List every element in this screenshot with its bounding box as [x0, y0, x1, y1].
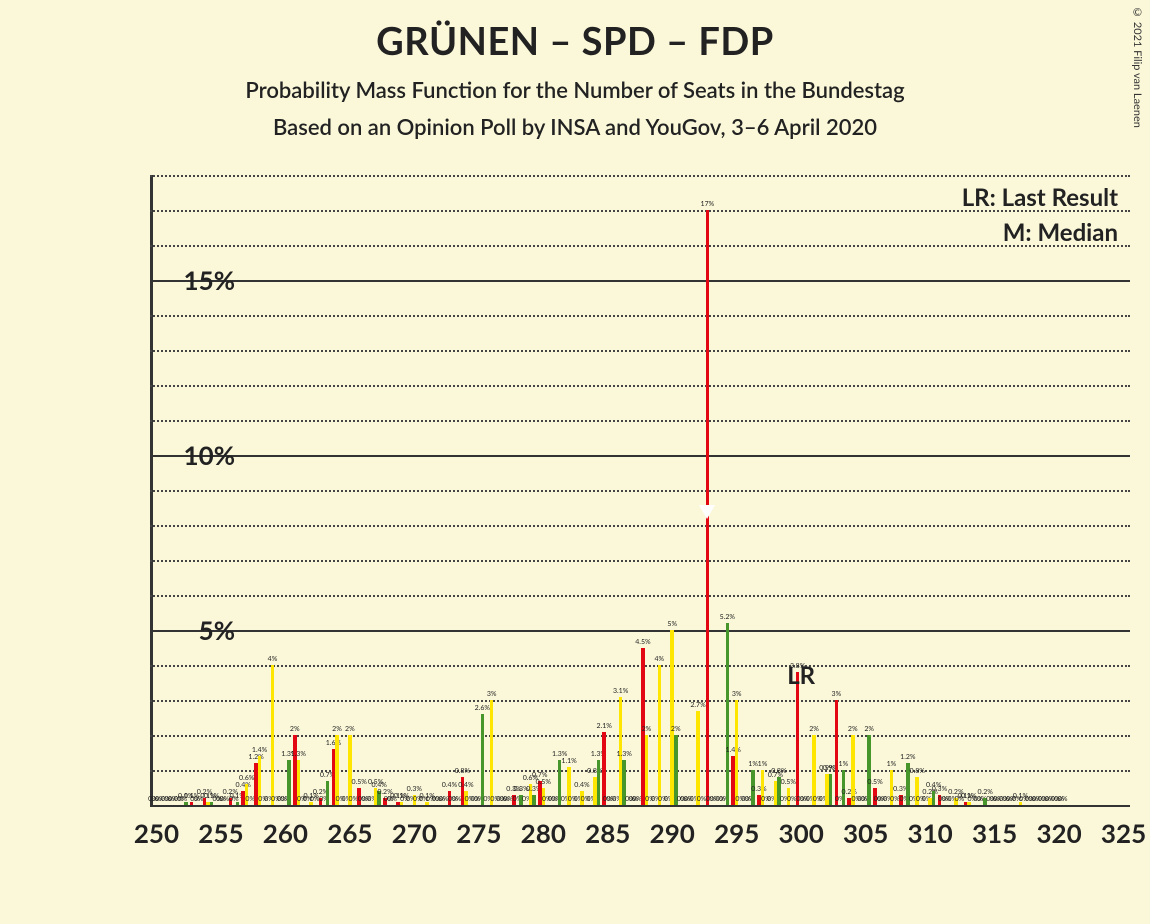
bar-value-label: 2.1% — [597, 722, 612, 730]
bar-value-label: 1.3% — [616, 750, 631, 758]
bar-value-label: 2% — [332, 725, 342, 733]
bar-value-label: 1.1% — [561, 757, 576, 765]
chart-titles: GRÜNEN – SPD – FDP Probability Mass Func… — [0, 0, 1150, 140]
bar-g — [532, 795, 536, 806]
bar-g — [726, 623, 730, 805]
x-tick-label: 275 — [456, 817, 501, 849]
bar-value-label: 1% — [839, 760, 849, 768]
bar-value-label: 1.4% — [725, 746, 740, 754]
bar-r — [602, 732, 606, 806]
x-tick-label: 260 — [263, 817, 308, 849]
bar-value-label: 1% — [887, 760, 897, 768]
bar-g — [867, 735, 871, 805]
x-tick-label: 280 — [521, 817, 566, 849]
x-tick-label: 285 — [585, 817, 630, 849]
bar-value-label: 1.6% — [326, 739, 341, 747]
bar-value-label: 1% — [758, 760, 768, 768]
bar-value-label: 4% — [268, 655, 278, 663]
plot-area: LR: Last Result M: Median 5%10%15%250255… — [60, 175, 1130, 855]
bar-value-label: 2% — [809, 725, 819, 733]
bar-g — [236, 802, 240, 806]
bar-value-label: 2% — [671, 725, 681, 733]
bar-r — [835, 700, 839, 805]
bar-value-label: 4% — [654, 655, 664, 663]
bar-g — [481, 714, 485, 805]
chart-canvas: LR: Last Result M: Median 5%10%15%250255… — [150, 175, 1130, 805]
bar-value-label: 1.2% — [900, 753, 915, 761]
bar-value-label: 4.5% — [635, 638, 650, 646]
bar-value-label: 2% — [290, 725, 300, 733]
grid-major — [150, 805, 1130, 807]
x-tick-label: 305 — [843, 817, 888, 849]
x-tick-label: 310 — [908, 817, 953, 849]
bar-y — [735, 700, 739, 805]
bar-y — [271, 665, 275, 805]
bar-value-label: 2% — [848, 725, 858, 733]
bar-value-label: 2% — [864, 725, 874, 733]
bar-value-label: 0.3% — [932, 785, 947, 793]
bar-value-label: 0.5% — [352, 778, 367, 786]
x-tick-label: 265 — [327, 817, 372, 849]
bar-g — [326, 781, 330, 806]
bar-value-label: 2.7% — [690, 701, 705, 709]
x-tick-label: 325 — [1101, 817, 1146, 849]
bar-value-label: 1% — [748, 760, 758, 768]
bar-r — [796, 672, 800, 805]
bar-value-label: 1.2% — [248, 753, 263, 761]
title-main: GRÜNEN – SPD – FDP — [0, 18, 1150, 64]
bar-value-label: 0.3% — [751, 785, 766, 793]
bar-value-label: 1.4% — [252, 746, 267, 754]
x-tick-label: 270 — [392, 817, 437, 849]
copyright-text: © 2021 Filip van Laenen — [1131, 6, 1144, 128]
median-arrow-icon — [699, 505, 715, 519]
bar-g — [932, 791, 936, 805]
bar-value-label: 5.2% — [720, 613, 735, 621]
bar-value-label: 0.6% — [239, 774, 254, 782]
x-tick-label: 320 — [1036, 817, 1081, 849]
bar-g — [597, 760, 601, 806]
bar-value-label: 3% — [732, 690, 742, 698]
bar-y — [696, 711, 700, 806]
bar-g — [287, 760, 291, 806]
x-tick-label: 290 — [650, 817, 695, 849]
bar-g — [184, 802, 188, 806]
x-tick-label: 300 — [779, 817, 824, 849]
bar-value-label: 3% — [487, 690, 497, 698]
title-sub1: Probability Mass Function for the Number… — [0, 76, 1150, 103]
bar-value-label: 5% — [667, 620, 677, 628]
bar-value-label: 0.4% — [235, 781, 250, 789]
bar-y — [658, 665, 662, 805]
bar-value-label: 0.5% — [867, 778, 882, 786]
bar-y — [490, 700, 494, 805]
bar-value-label: 0.8% — [771, 767, 786, 775]
bar-value-label: 3.1% — [613, 687, 628, 695]
bar-value-label: 1.3% — [291, 750, 306, 758]
bar-value-label: 0.4% — [574, 781, 589, 789]
bar-value-label: 2% — [345, 725, 355, 733]
x-tick-label: 295 — [714, 817, 759, 849]
bar-value-label: 2.6% — [475, 704, 490, 712]
bar-g — [829, 774, 833, 806]
bar-value-label: 0.5% — [536, 778, 551, 786]
bar-value-label: 0.8% — [910, 767, 925, 775]
bar-value-label: 17% — [701, 200, 715, 208]
x-tick-label: 250 — [134, 817, 179, 849]
lr-marker: LR — [787, 661, 815, 690]
title-sub2: Based on an Opinion Poll by INSA and You… — [0, 113, 1150, 140]
bar-value-label: 0.4% — [442, 781, 457, 789]
bar-value-label: 0.8% — [455, 767, 470, 775]
x-tick-label: 255 — [198, 817, 243, 849]
bar-value-label: 0% — [1058, 795, 1068, 803]
bar-value-label: 2% — [642, 725, 652, 733]
bar-value-label: 0.8% — [587, 767, 602, 775]
x-tick-label: 315 — [972, 817, 1017, 849]
bars-layer: 0%0%0%0%0%0%0%0%0.1%0.1%0%0%0.2%0.1%0.1%… — [150, 175, 1130, 805]
bar-value-label: 0.5% — [781, 778, 796, 786]
bar-value-label: 3% — [832, 690, 842, 698]
bar-value-label: 0.4% — [458, 781, 473, 789]
